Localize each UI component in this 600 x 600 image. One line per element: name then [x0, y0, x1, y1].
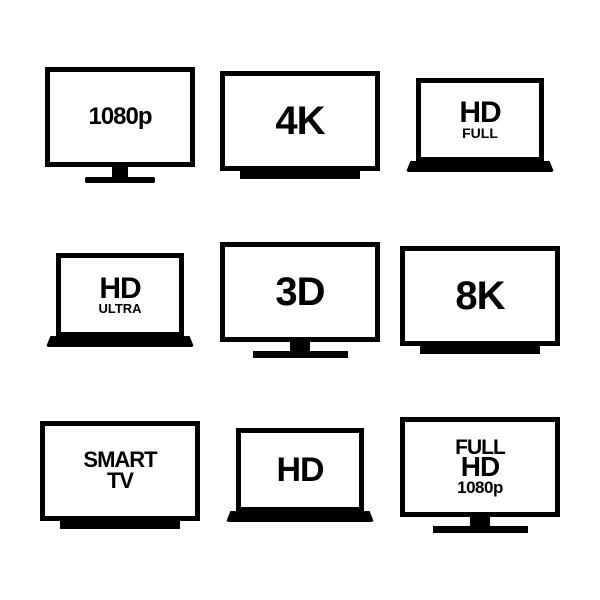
- device-tv-3d: 3D: [220, 242, 380, 358]
- device-tv-fullhd1080p: FULL HD 1080p: [400, 417, 560, 533]
- laptop-deck: [226, 511, 374, 522]
- resolution-label: 4K: [275, 104, 324, 138]
- screen: 4K: [220, 71, 380, 171]
- monitor-base: [85, 177, 155, 183]
- screen: 1080p: [45, 67, 195, 167]
- resolution-label: HD: [276, 456, 323, 485]
- resolution-label: 8K: [455, 279, 504, 313]
- resolution-sublabel: FULL: [462, 128, 498, 140]
- tv-base: [433, 526, 528, 533]
- resolution-label-mid: HD: [461, 456, 499, 478]
- resolution-sublabel: TV: [107, 471, 133, 492]
- laptop-deck: [406, 161, 554, 172]
- screen: FULL HD 1080p: [400, 417, 560, 517]
- tv-base: [420, 346, 540, 354]
- device-laptop-hdfull: HD FULL: [406, 78, 554, 172]
- screen: HD ULTRA: [56, 253, 184, 337]
- tv-base: [253, 351, 348, 358]
- screen: 8K: [400, 246, 560, 346]
- monitor-neck: [112, 167, 128, 177]
- device-tv-4k: 4K: [220, 71, 380, 179]
- screen: HD FULL: [416, 78, 544, 162]
- screen: SMART TV: [40, 421, 200, 521]
- tv-neck: [470, 517, 490, 526]
- device-tv-8k: 8K: [400, 246, 560, 354]
- laptop-deck: [46, 336, 194, 347]
- device-monitor-1080p: 1080p: [45, 67, 195, 183]
- tv-neck: [290, 342, 310, 351]
- resolution-label-sub: 1080p: [457, 481, 503, 495]
- resolution-label: 1080p: [88, 107, 151, 127]
- screen: 3D: [220, 242, 380, 342]
- tv-base: [240, 171, 360, 179]
- resolution-label: HD: [99, 276, 140, 302]
- device-tv-smart: SMART TV: [40, 421, 200, 529]
- resolution-sublabel: ULTRA: [98, 303, 141, 314]
- device-laptop-hdultra: HD ULTRA: [46, 253, 194, 347]
- screen: HD: [236, 428, 364, 512]
- resolution-label: HD: [459, 100, 500, 126]
- device-laptop-hd: HD: [226, 428, 374, 522]
- tv-base: [60, 521, 180, 529]
- resolution-label: 3D: [275, 275, 324, 309]
